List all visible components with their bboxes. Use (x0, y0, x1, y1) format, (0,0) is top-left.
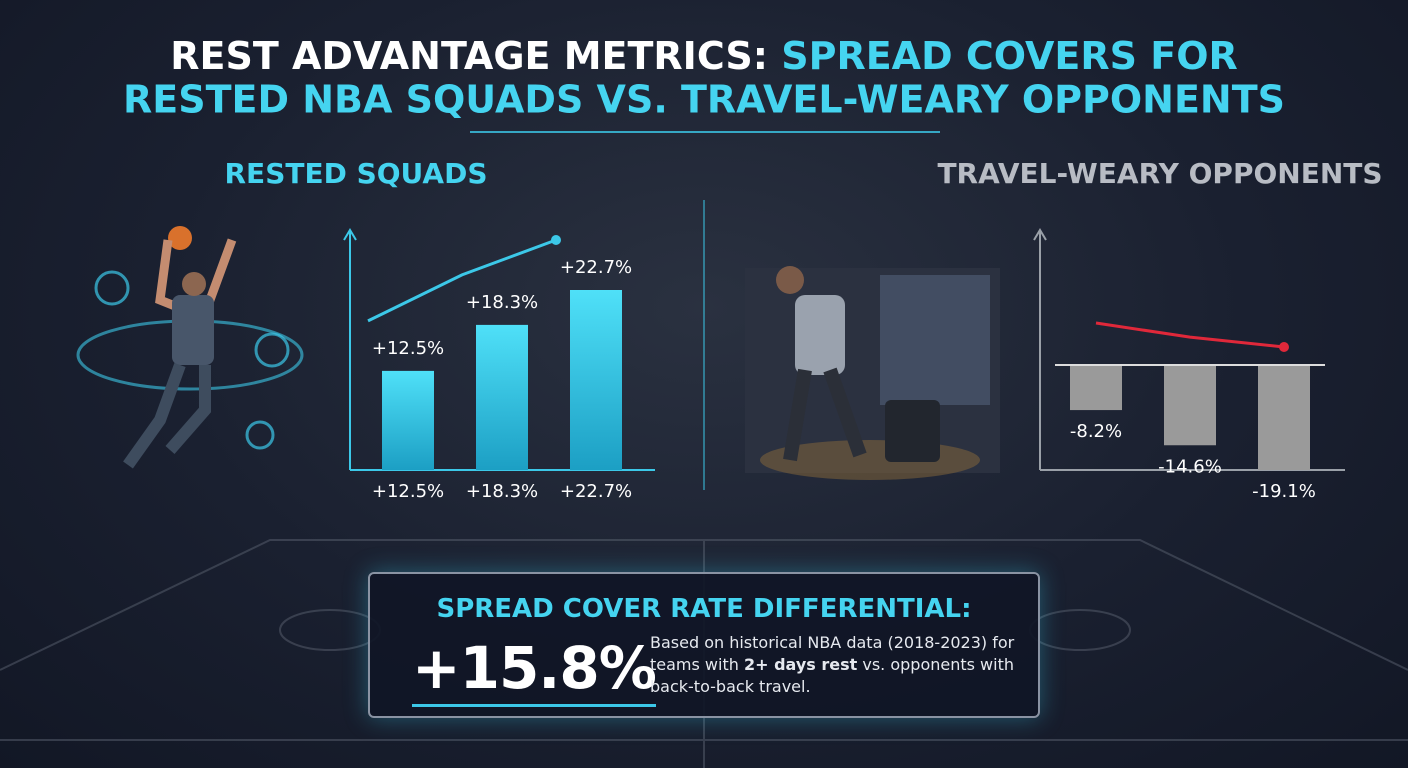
bar (1070, 365, 1122, 411)
value-label: +12.5% (372, 481, 444, 502)
title-lead: REST ADVANTAGE METRICS: (170, 34, 768, 78)
axis-arrow (343, 228, 357, 241)
bar (476, 324, 528, 470)
callout-heading: SPREAD COVER RATE DIFFERENTIAL: (436, 594, 972, 624)
value-label: +12.5% (372, 338, 444, 359)
traveler-illustration (745, 266, 1000, 480)
bar (1258, 365, 1310, 470)
value-label: -8.2% (1070, 421, 1122, 442)
desc-text: Based on historical NBA data (2018-2023)… (650, 633, 1015, 674)
desc-bold: 2+ days rest (743, 655, 858, 674)
value-label: +18.3% (466, 481, 538, 502)
value-label: +18.3% (466, 292, 538, 313)
callout: SPREAD COVER RATE DIFFERENTIAL: +15.8% B… (368, 572, 1040, 718)
callout-value: +15.8% (412, 634, 657, 707)
trend-arrow-head (1279, 342, 1289, 352)
chart-title: RESTED SQUADS (225, 157, 488, 190)
title-line-2: RESTED NBA SQUADS VS. TRAVEL-WEARY OPPON… (123, 78, 1285, 122)
player-illustration (76, 226, 304, 469)
title-rest: SPREAD COVERS FOR (781, 34, 1238, 78)
bar (382, 370, 434, 470)
trend-arrow-head (551, 235, 561, 245)
value-label: +22.7% (560, 257, 632, 278)
value-label: -19.1% (1252, 481, 1316, 502)
bar (570, 290, 622, 470)
trend-arrow (367, 238, 557, 323)
title-line-1: REST ADVANTAGE METRICS: SPREAD COVERS FO… (170, 34, 1238, 78)
callout-description: Based on historical NBA data (2018-2023)… (650, 632, 1030, 698)
value-label: +22.7% (560, 481, 632, 502)
trend-arrow (1095, 321, 1285, 349)
chart-title: TRAVEL-WEARY OPPONENTS (937, 157, 1382, 190)
bar (1164, 365, 1216, 446)
axis-arrow (1033, 228, 1047, 241)
desc-text: vs. opponents with back-to-back travel. (650, 655, 1014, 696)
value-label: -14.6% (1158, 456, 1222, 477)
